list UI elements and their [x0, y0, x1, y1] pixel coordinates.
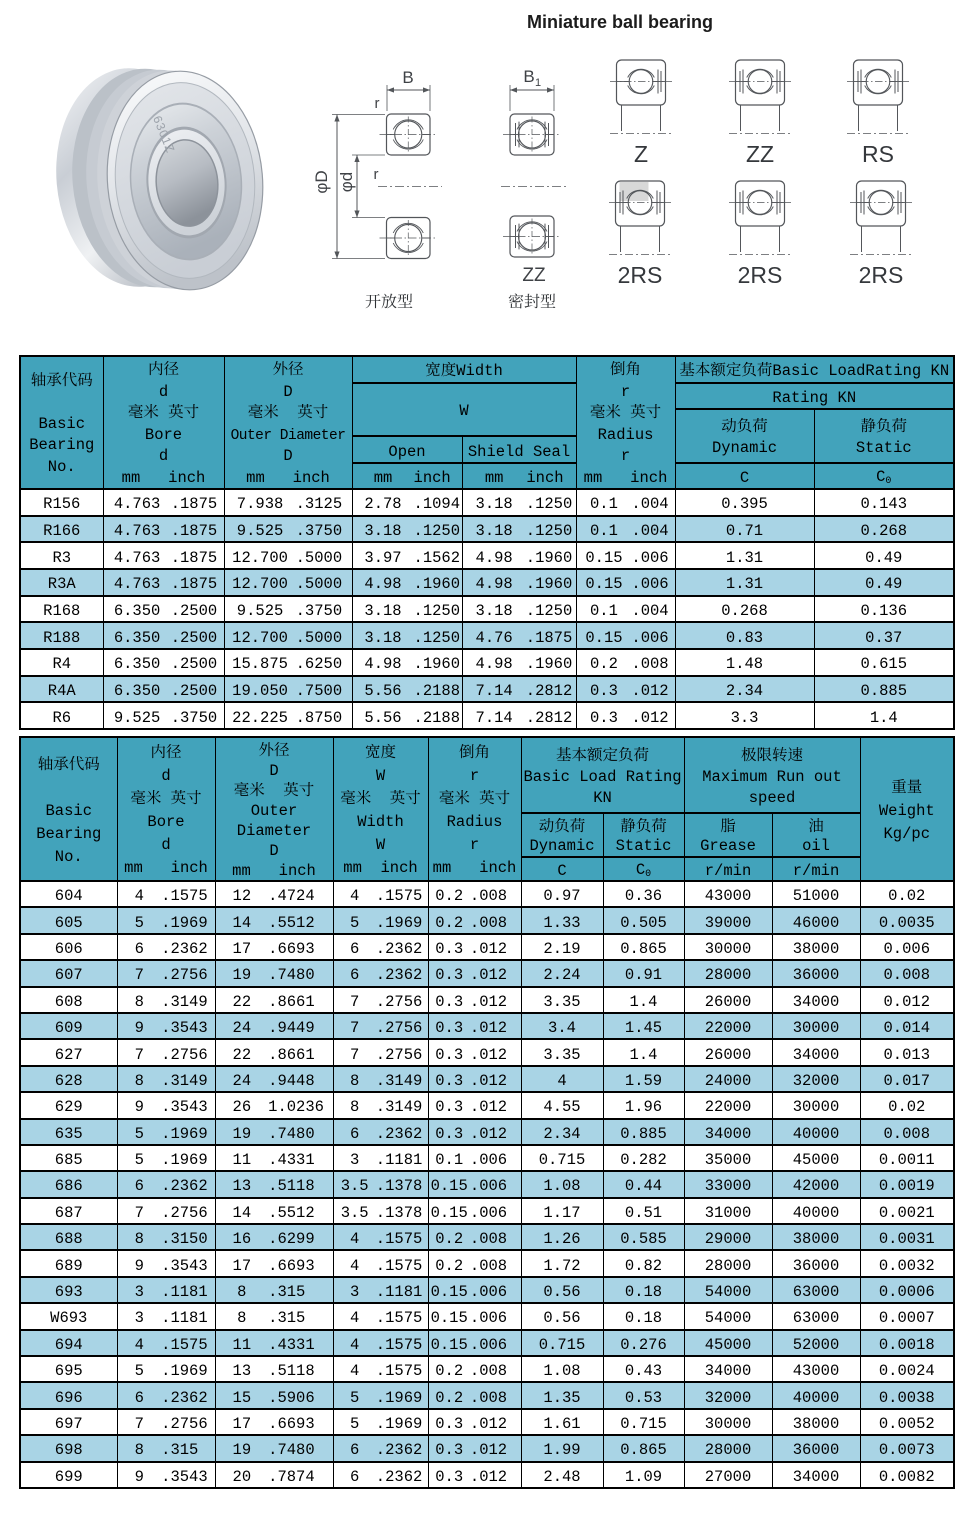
svg-text:1: 1	[535, 77, 541, 89]
svg-text:密封型: 密封型	[508, 289, 556, 312]
svg-text:φd: φd	[337, 172, 356, 192]
svg-text:B: B	[402, 68, 413, 87]
svg-text:r: r	[374, 166, 379, 183]
svg-text:开放型: 开放型	[365, 289, 413, 312]
svg-text:2RS: 2RS	[738, 262, 783, 288]
svg-text:Z: Z	[634, 141, 648, 167]
svg-text:ZZ: ZZ	[522, 265, 546, 286]
svg-text:ZZ: ZZ	[746, 141, 774, 167]
svg-text:2RS: 2RS	[618, 262, 663, 288]
svg-text:r: r	[375, 95, 380, 112]
svg-text:B: B	[523, 67, 534, 86]
svg-text:2RS: 2RS	[859, 262, 904, 288]
svg-text:φD: φD	[312, 170, 331, 193]
svg-text:RS: RS	[862, 141, 894, 167]
